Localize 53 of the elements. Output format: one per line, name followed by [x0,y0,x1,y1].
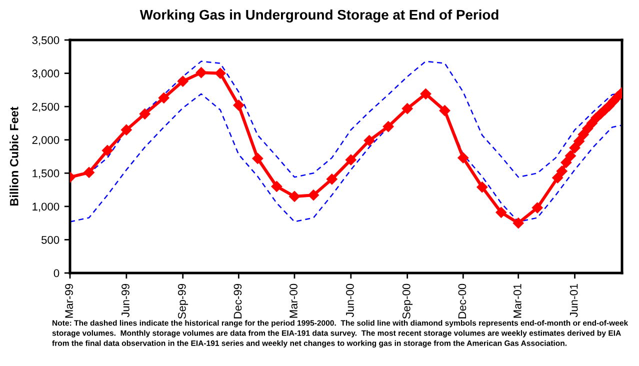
x-tick-label: Mar-01 [513,284,522,318]
point [512,218,524,229]
x-tick-label: Dec-00 [458,284,466,318]
point [233,100,244,111]
y-tick-label: 2,000 [32,136,60,146]
point [556,166,568,177]
point [84,167,94,178]
x-tick-label: Mar-00 [290,284,298,318]
point [532,202,543,214]
x-tick-label: Sep-99 [178,284,188,319]
point [382,121,394,132]
y-tick-label: 3,500 [32,36,60,46]
point [158,92,170,104]
point [569,142,580,154]
point [345,154,356,166]
x-tick-label: Dec-99 [234,284,242,318]
point [560,157,572,168]
y-tick-label: 1,000 [32,202,60,212]
chart-title: Working Gas in Underground Storage at End of Period [140,9,498,23]
point [565,150,576,162]
point [574,136,585,147]
x-tick-label: Mar-99 [65,284,73,318]
point [402,103,413,114]
y-tick-label: 0 [54,269,60,278]
point [308,190,319,201]
point [214,68,226,79]
point [196,67,207,78]
point [582,123,594,134]
point [271,180,282,192]
point [326,174,338,185]
point [102,145,113,156]
point [252,153,264,164]
point [578,129,589,140]
point [458,152,469,164]
y-tick-label: 1,500 [32,169,60,179]
point [476,182,488,193]
point [439,105,450,116]
y-axis-title: Billion Cubic Feet [10,106,18,206]
x-tick-label: Jun-00 [346,284,354,318]
x-tick-label: Jun-99 [122,284,130,318]
point [139,108,150,120]
point [364,135,375,146]
point [289,190,300,202]
y-tick-label: 2,500 [32,102,60,112]
y-tick-label: 3,000 [32,70,60,79]
point [496,206,507,218]
y-tick-label: 500 [41,236,60,244]
x-tick-label: Jun-01 [570,284,578,318]
point [120,124,132,136]
point [420,88,432,100]
point [177,76,188,87]
point [552,172,564,184]
x-tick-label: Sep-00 [402,284,413,319]
